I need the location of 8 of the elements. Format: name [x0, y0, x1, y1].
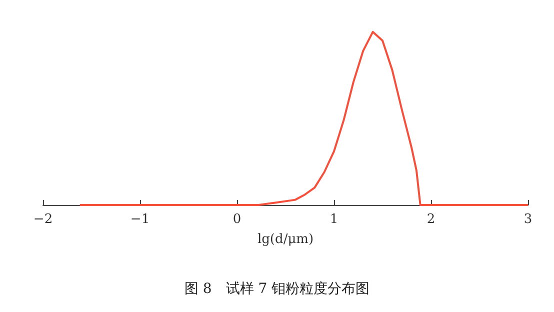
x-tick-label: −2	[33, 212, 53, 227]
x-tick-label: 1	[330, 212, 338, 227]
x-tick-label: −1	[130, 212, 150, 227]
text: 图 8 试样 7 钼粉粒度分布图	[184, 281, 370, 297]
x-tick-label: 0	[232, 212, 242, 227]
x-tick-label: 3	[524, 212, 532, 227]
x-axis-title: lg(d/μm)	[257, 232, 314, 247]
x-tick-label: 2	[426, 212, 436, 227]
